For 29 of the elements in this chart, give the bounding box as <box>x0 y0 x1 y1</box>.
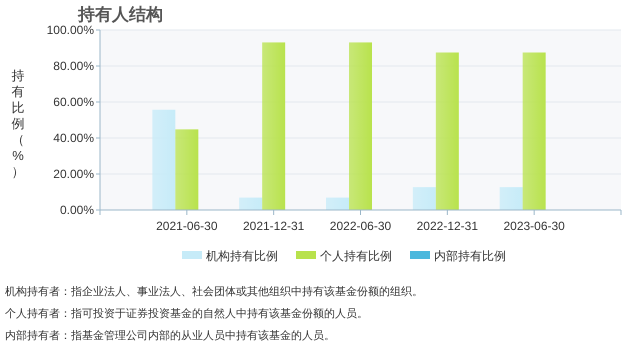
y-axis-title: 持有比例（%） <box>12 68 24 179</box>
legend-label: 个人持有比例 <box>320 249 392 263</box>
y-tick-label: 40.00% <box>53 131 94 145</box>
x-tick-label: 2022-12-31 <box>416 219 478 233</box>
bar <box>239 198 262 210</box>
y-tick-label: 100.00% <box>46 23 94 37</box>
bar <box>326 198 349 210</box>
x-tick-label: 2021-12-31 <box>242 219 305 233</box>
y-tick-label: 20.00% <box>53 167 94 181</box>
bar <box>175 129 198 210</box>
x-tick-label: 2023-06-30 <box>503 219 566 233</box>
y-tick-label: 0.00% <box>60 203 94 217</box>
bar <box>412 187 436 210</box>
text: 个人持有者：指可投资于证券投资基金的自然人中持有该基金份额的人员。 <box>5 307 368 320</box>
bar <box>500 187 523 210</box>
legend-label: 内部持有比例 <box>434 249 506 263</box>
legend-label: 机构持有比例 <box>206 249 278 263</box>
bar <box>349 42 372 210</box>
bar <box>262 42 286 210</box>
bar <box>152 110 176 210</box>
y-tick-label: 60.00% <box>53 95 94 109</box>
bar <box>522 52 546 210</box>
text: 内部持有者：指基金管理公司内部的从业人员中持有该基金的人员。 <box>5 329 335 342</box>
bar <box>436 52 459 210</box>
chart-title: 持有人结构 <box>77 5 163 24</box>
x-tick-label: 2022-06-30 <box>330 219 392 233</box>
text: 机构持有者：指企业法人、事业法人、社会团体或其他组织中持有该基金份额的组织。 <box>5 285 423 298</box>
x-tick-label: 2021-06-30 <box>156 219 218 233</box>
y-tick-label: 80.00% <box>53 59 94 73</box>
